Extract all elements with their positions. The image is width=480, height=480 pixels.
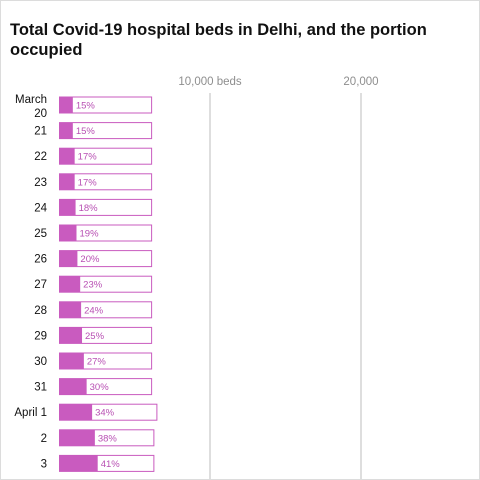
row-label-10: 29 [34,330,47,342]
row-label-5: 24 [34,202,47,214]
row-label-2: 21 [34,126,47,138]
occupied-bar-12 [59,378,87,395]
occupied-bar-11 [59,353,84,369]
occupied-bar-1 [59,97,73,113]
occupied-bar-6 [59,225,77,241]
row-label-7: 26 [34,254,47,266]
row-label-6: 25 [34,228,47,240]
occupied-bar-8 [59,276,81,293]
occupied-bar-5 [59,199,76,216]
row-label-8: 27 [34,279,47,291]
occupied-bar-7 [59,250,78,267]
row-label-14: 2 [41,433,47,445]
row-label-9: 28 [34,305,47,317]
row-label-1-line-2: 20 [34,108,47,120]
occupied-pct-label-7: 20% [80,254,100,265]
occupied-pct-label-9: 24% [84,305,104,316]
occupied-pct-label-10: 25% [85,331,105,342]
occupied-pct-label-1: 15% [76,101,96,112]
row-label-11: 30 [34,356,47,368]
capacity-bar-2 [59,122,153,140]
occupied-pct-label-6: 19% [80,229,100,240]
occupied-pct-label-4: 17% [78,177,98,188]
x-tick-label-1: 10,000 beds [178,76,242,88]
occupied-bar-14 [59,429,95,446]
row-label-3: 22 [34,151,47,163]
capacity-bar-1 [59,96,153,114]
occupied-bar-13 [59,404,93,421]
occupied-pct-label-3: 17% [78,152,98,163]
occupied-bar-4 [59,173,75,190]
occupied-pct-label-14: 38% [98,433,118,444]
occupied-pct-label-5: 18% [79,203,99,214]
row-label-12: 31 [34,382,47,394]
occupied-pct-label-15: 41% [101,459,121,470]
occupied-pct-label-11: 27% [87,357,107,368]
row-label-13: April 1 [14,407,47,419]
occupied-pct-label-8: 23% [83,280,103,291]
row-label-15: 3 [41,458,47,470]
chart-title: Total Covid-19 hospital beds in Delhi, a… [10,21,427,59]
occupied-pct-label-13: 34% [95,408,115,419]
occupied-bar-3 [59,148,75,165]
occupied-pct-label-12: 30% [90,382,110,393]
occupied-bar-9 [59,301,82,318]
occupied-bar-10 [59,327,83,344]
occupied-pct-label-2: 15% [76,126,96,137]
row-label-1-line-1: March [15,94,47,106]
occupied-bar-2 [59,122,73,139]
row-label-4: 23 [34,177,47,189]
occupied-bar-15 [59,455,98,472]
x-tick-label-2: 20,000 [343,76,378,88]
